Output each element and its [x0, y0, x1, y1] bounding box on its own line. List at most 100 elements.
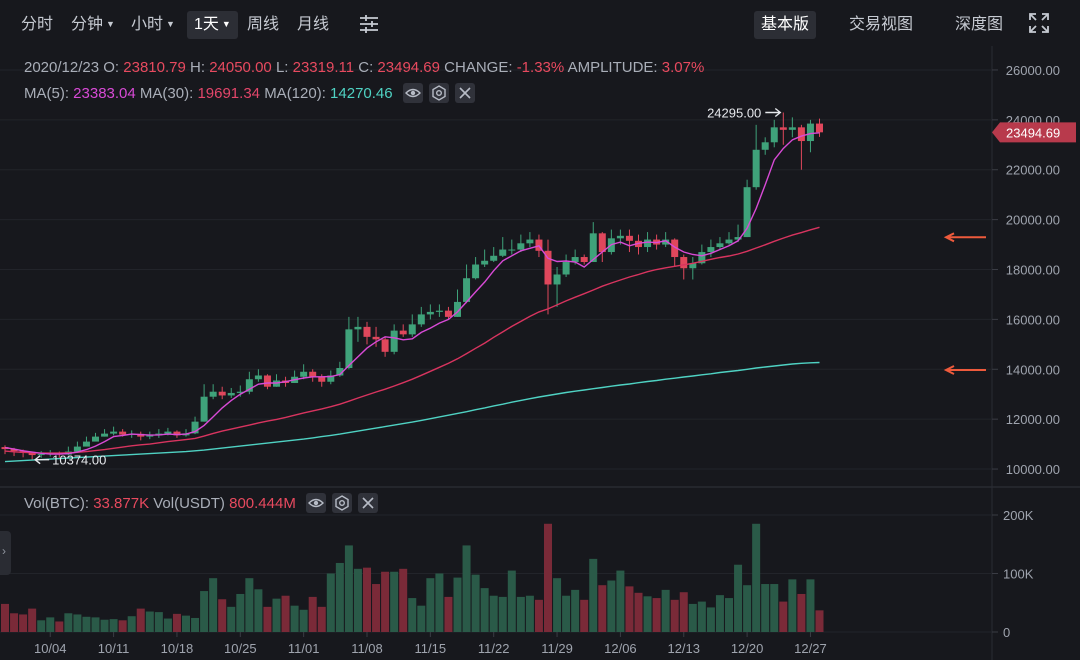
vol-btc-value: 33.877K [93, 494, 150, 512]
candle-body [10, 449, 18, 452]
interval-timeline[interactable]: 分时 [21, 16, 54, 33]
ma120-label: MA(120): [264, 84, 326, 102]
volume-bar [163, 618, 172, 632]
volume-bar [344, 545, 353, 632]
candle-body [481, 260, 489, 265]
volume-bar [64, 613, 73, 632]
interval-month[interactable]: 月线 [297, 16, 330, 33]
candle-body [300, 371, 308, 377]
settings-icon[interactable] [428, 83, 449, 103]
eye-icon[interactable] [402, 83, 423, 103]
x-tick-label: 10/18 [161, 641, 194, 656]
volume-bar [254, 589, 263, 632]
view-basic[interactable]: 基本版 [754, 11, 817, 39]
volume-bar [634, 592, 643, 632]
candle-body [263, 375, 271, 387]
volume-bar [353, 568, 362, 632]
volume-bar [154, 612, 163, 632]
ma-lines [4, 132, 820, 463]
x-tick-label: 11/15 [415, 641, 447, 656]
volume-bar [498, 596, 507, 632]
volume-bar [534, 599, 543, 632]
candle-body [363, 326, 371, 337]
volume-bar [679, 592, 688, 632]
volume-bar [37, 620, 46, 632]
volume-bar [73, 614, 82, 632]
candle-body [680, 257, 688, 269]
volume-bar [136, 608, 145, 632]
volume-bar [326, 573, 335, 632]
settings-icon[interactable] [332, 493, 352, 513]
candle-body [625, 235, 633, 241]
candle-body [671, 239, 679, 258]
candle-body [327, 375, 335, 382]
volume-bar [390, 571, 399, 632]
candle-body [408, 324, 416, 335]
volume-bar [670, 599, 679, 632]
candle-body [191, 421, 199, 434]
indicator-settings-icon[interactable] [358, 13, 380, 41]
volume-bar [118, 620, 127, 632]
eye-icon[interactable] [306, 493, 326, 513]
x-tick-label: 11/08 [351, 641, 383, 656]
volume-bar [544, 523, 552, 632]
close-icon[interactable] [358, 493, 378, 513]
close-label: C: [358, 59, 374, 76]
interval-hour[interactable]: 小时 ▼ [131, 16, 175, 33]
fullscreen-icon[interactable] [1028, 12, 1050, 40]
view-trading[interactable]: 交易视图 [849, 16, 914, 33]
ma30-line [4, 226, 820, 454]
y-tick-label: 20000.00 [1006, 213, 1060, 228]
vol-usdt-label: Vol(USDT) [153, 494, 225, 512]
markers: 24295.00 10374.00 23494.69 [34, 105, 1076, 468]
candle-body [245, 379, 253, 392]
x-tick-label: 10/11 [98, 641, 130, 656]
candle-body [490, 255, 498, 261]
volume-bar [335, 562, 344, 632]
volume-bar [245, 578, 254, 632]
volume-bar [571, 589, 580, 632]
volume-bar [562, 595, 571, 632]
candle-body [218, 391, 226, 396]
volume-bar [607, 580, 616, 632]
volume-bar [815, 610, 824, 632]
y-tick-label: 18000.00 [1006, 263, 1060, 278]
volume-bar [715, 595, 724, 632]
vol-usdt-value: 800.444M [229, 494, 296, 512]
x-tick-label: 10/04 [34, 641, 67, 656]
volume-bar [462, 545, 471, 632]
volume-bar [28, 608, 37, 632]
volume-bar [218, 599, 227, 632]
candle-body [164, 431, 172, 434]
interval-week[interactable]: 周线 [247, 16, 280, 33]
candle-body [526, 239, 534, 244]
candle-body [644, 239, 652, 248]
candle-body [73, 446, 81, 452]
interval-minute[interactable]: 分钟 ▼ [71, 16, 115, 33]
volume-bar [1, 603, 9, 632]
volume-bar [191, 617, 200, 632]
volume-bar [688, 603, 697, 632]
volume-bar [19, 614, 28, 632]
last-price-tag: 23494.69 [992, 122, 1076, 143]
volume-bar [227, 606, 236, 632]
interval-day[interactable]: 1天 ▼ [187, 11, 238, 39]
volume-bars [1, 523, 824, 632]
close-icon[interactable] [454, 83, 475, 103]
candle-body [435, 310, 443, 312]
volume-bar [788, 579, 797, 632]
volume-bar [55, 621, 64, 632]
panel-separator [0, 486, 1080, 488]
view-depth[interactable]: 深度图 [955, 16, 1004, 33]
toolbar: 分时 分钟 ▼ 小时 ▼ 1天 ▼ 周线 月线 基本版 交易视图 深度图 [0, 0, 1080, 46]
side-panel-handle[interactable]: › [0, 531, 11, 575]
ohlc-header: 2020/12/23 O: 23810.79 H: 24050.00 L: 23… [24, 59, 704, 76]
x-tick-label: 11/29 [541, 641, 573, 656]
high-marker: 24295.00 [707, 105, 782, 120]
candle-body [508, 249, 516, 251]
candle-body [354, 326, 362, 330]
volume-bar [471, 574, 480, 632]
volume-bar [598, 585, 607, 632]
candle-body [426, 311, 434, 315]
